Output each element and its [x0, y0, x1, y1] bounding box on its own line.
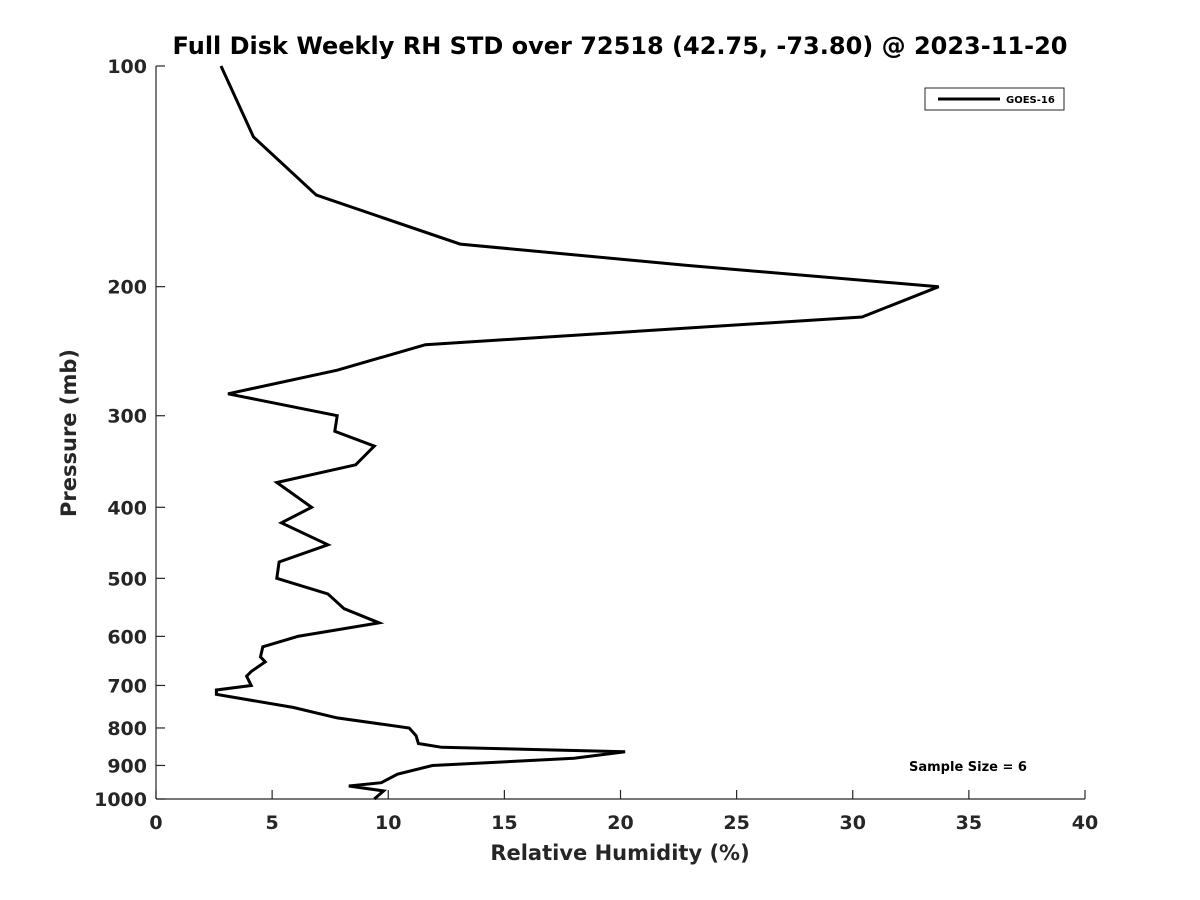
y-tick-label: 900 — [107, 755, 147, 777]
y-tick-label: 1000 — [94, 789, 147, 811]
y-axis-label: Pressure (mb) — [57, 349, 81, 517]
y-tick-label: 700 — [107, 675, 147, 697]
y-axis-ticks: 100 200 300 400 500 600 700 800 900 1000 — [94, 56, 165, 811]
series-layer — [214, 65, 940, 801]
x-tick-label: 20 — [607, 812, 633, 834]
legend: GOES-16 — [924, 87, 1065, 111]
x-tick-label: 40 — [1072, 812, 1098, 834]
y-tick-label: 300 — [107, 406, 147, 428]
chart-title: Full Disk Weekly RH STD over 72518 (42.7… — [173, 32, 1068, 60]
sample-size-note: Sample Size = 6 — [909, 760, 1027, 775]
y-tick-label: 100 — [107, 56, 147, 78]
x-tick-label: 5 — [266, 812, 279, 834]
x-tick-label: 30 — [840, 812, 866, 834]
x-axis-label: Relative Humidity (%) — [490, 841, 749, 865]
x-tick-label: 0 — [149, 812, 162, 834]
y-tick-label: 800 — [107, 718, 147, 740]
y-tick-label: 500 — [107, 568, 147, 590]
y-tick-label: 400 — [107, 497, 147, 519]
y-tick-label: 600 — [107, 626, 147, 648]
x-tick-label: 15 — [491, 812, 517, 834]
y-tick-label: 200 — [107, 277, 147, 299]
x-tick-label: 10 — [375, 812, 401, 834]
x-tick-label: 35 — [956, 812, 982, 834]
x-axis-ticks: 0 5 10 15 20 25 30 35 40 — [149, 790, 1098, 834]
legend-label-goes-16: GOES-16 — [1006, 95, 1055, 106]
series-line-goes-16 — [214, 65, 940, 801]
x-tick-label: 25 — [723, 812, 749, 834]
